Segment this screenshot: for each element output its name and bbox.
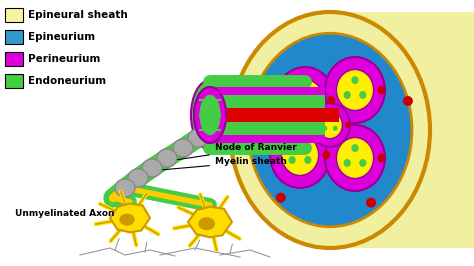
Ellipse shape bbox=[173, 139, 193, 157]
Ellipse shape bbox=[377, 154, 385, 162]
Ellipse shape bbox=[293, 101, 301, 109]
Text: Endoneurium: Endoneurium bbox=[28, 76, 106, 86]
Ellipse shape bbox=[344, 159, 351, 167]
Ellipse shape bbox=[328, 96, 335, 104]
Ellipse shape bbox=[119, 214, 135, 226]
Ellipse shape bbox=[328, 116, 332, 121]
Text: Epineurium: Epineurium bbox=[28, 32, 95, 42]
Text: Myelin sheath: Myelin sheath bbox=[163, 157, 287, 170]
FancyBboxPatch shape bbox=[5, 30, 23, 44]
Ellipse shape bbox=[325, 125, 385, 191]
Ellipse shape bbox=[115, 179, 135, 197]
Bar bbox=[330, 12, 474, 248]
Ellipse shape bbox=[296, 141, 304, 149]
Ellipse shape bbox=[351, 144, 359, 152]
Ellipse shape bbox=[248, 33, 412, 227]
FancyBboxPatch shape bbox=[5, 8, 23, 22]
Ellipse shape bbox=[322, 151, 330, 159]
Ellipse shape bbox=[191, 80, 229, 150]
Ellipse shape bbox=[310, 103, 350, 147]
Ellipse shape bbox=[377, 86, 385, 94]
Polygon shape bbox=[188, 207, 232, 237]
Ellipse shape bbox=[142, 159, 162, 177]
Ellipse shape bbox=[188, 129, 208, 147]
Polygon shape bbox=[110, 203, 150, 232]
Ellipse shape bbox=[270, 122, 330, 188]
Ellipse shape bbox=[333, 126, 337, 131]
Ellipse shape bbox=[276, 193, 286, 203]
Ellipse shape bbox=[230, 12, 430, 248]
Ellipse shape bbox=[275, 67, 335, 133]
Ellipse shape bbox=[282, 135, 319, 176]
Ellipse shape bbox=[403, 96, 413, 106]
Ellipse shape bbox=[286, 80, 324, 120]
Text: Unmyelinated Axon: Unmyelinated Axon bbox=[15, 209, 115, 218]
Bar bbox=[214, 95, 325, 135]
Ellipse shape bbox=[325, 57, 385, 123]
Bar bbox=[214, 108, 339, 122]
Ellipse shape bbox=[194, 87, 226, 143]
Ellipse shape bbox=[344, 91, 351, 99]
Ellipse shape bbox=[301, 86, 309, 94]
Ellipse shape bbox=[289, 156, 296, 164]
Text: Perineurium: Perineurium bbox=[28, 54, 100, 64]
Ellipse shape bbox=[309, 101, 316, 109]
FancyBboxPatch shape bbox=[5, 52, 23, 66]
Ellipse shape bbox=[345, 122, 350, 128]
Ellipse shape bbox=[337, 69, 374, 110]
Text: Epineural sheath: Epineural sheath bbox=[28, 10, 128, 20]
Ellipse shape bbox=[128, 169, 148, 187]
Ellipse shape bbox=[157, 149, 177, 167]
Ellipse shape bbox=[322, 126, 327, 131]
Ellipse shape bbox=[359, 159, 366, 167]
Ellipse shape bbox=[359, 91, 366, 99]
Ellipse shape bbox=[198, 217, 215, 230]
Ellipse shape bbox=[200, 95, 220, 135]
Bar bbox=[210, 87, 325, 143]
Text: Node of Ranvier: Node of Ranvier bbox=[178, 143, 297, 160]
Ellipse shape bbox=[304, 156, 311, 164]
Ellipse shape bbox=[337, 138, 374, 178]
Ellipse shape bbox=[194, 87, 226, 143]
Ellipse shape bbox=[351, 76, 359, 84]
FancyBboxPatch shape bbox=[5, 74, 23, 88]
Ellipse shape bbox=[318, 111, 342, 139]
Ellipse shape bbox=[200, 95, 220, 135]
Ellipse shape bbox=[366, 198, 376, 207]
